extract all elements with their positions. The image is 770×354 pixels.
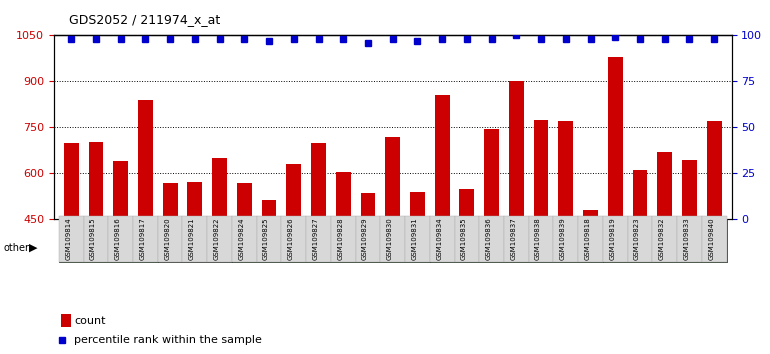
Bar xyxy=(658,152,672,354)
Text: GSM109832: GSM109832 xyxy=(658,218,665,260)
Bar xyxy=(61,314,71,327)
Text: GSM109826: GSM109826 xyxy=(288,218,294,260)
Text: GSM109818: GSM109818 xyxy=(584,218,591,260)
FancyBboxPatch shape xyxy=(529,216,554,262)
FancyBboxPatch shape xyxy=(677,216,701,262)
FancyBboxPatch shape xyxy=(405,216,430,262)
Bar xyxy=(138,100,152,354)
Text: ▶: ▶ xyxy=(29,243,38,253)
Bar xyxy=(213,158,227,354)
Bar xyxy=(286,164,301,354)
FancyBboxPatch shape xyxy=(430,219,603,262)
Text: GSM109828: GSM109828 xyxy=(337,218,343,260)
Text: GSM109816: GSM109816 xyxy=(115,218,121,260)
Text: other: other xyxy=(3,243,29,253)
Text: GSM109835: GSM109835 xyxy=(461,218,467,260)
Text: proliferative phase: proliferative phase xyxy=(65,236,151,245)
Text: GSM109817: GSM109817 xyxy=(139,218,146,260)
Text: GSM109819: GSM109819 xyxy=(609,218,615,260)
Text: GSM109814: GSM109814 xyxy=(65,218,71,260)
FancyBboxPatch shape xyxy=(109,216,133,262)
FancyBboxPatch shape xyxy=(158,219,232,262)
Bar xyxy=(558,121,573,354)
Bar xyxy=(237,183,252,354)
Text: ambiguous phase: ambiguous phase xyxy=(624,236,705,245)
Bar xyxy=(682,160,697,354)
Text: GSM109829: GSM109829 xyxy=(362,218,368,260)
Bar xyxy=(484,129,499,354)
Text: early secretory
phase: early secretory phase xyxy=(161,231,229,250)
Text: GSM109839: GSM109839 xyxy=(560,218,566,260)
Text: GSM109815: GSM109815 xyxy=(90,218,96,260)
Text: GSM109827: GSM109827 xyxy=(313,218,319,260)
FancyBboxPatch shape xyxy=(380,216,405,262)
FancyBboxPatch shape xyxy=(430,216,454,262)
FancyBboxPatch shape xyxy=(281,216,306,262)
FancyBboxPatch shape xyxy=(628,216,652,262)
FancyBboxPatch shape xyxy=(182,216,207,262)
Bar xyxy=(534,120,548,354)
Bar xyxy=(113,161,128,354)
Text: GSM109836: GSM109836 xyxy=(486,218,491,260)
Text: GSM109837: GSM109837 xyxy=(511,218,517,260)
FancyBboxPatch shape xyxy=(504,216,529,262)
Text: GSM109825: GSM109825 xyxy=(263,218,269,260)
FancyBboxPatch shape xyxy=(207,216,232,262)
Bar xyxy=(64,143,79,354)
Text: GSM109838: GSM109838 xyxy=(535,218,541,260)
FancyBboxPatch shape xyxy=(84,216,109,262)
Text: count: count xyxy=(74,316,105,326)
FancyBboxPatch shape xyxy=(232,219,430,262)
Text: GSM109833: GSM109833 xyxy=(684,218,689,260)
Text: GSM109831: GSM109831 xyxy=(411,218,417,260)
FancyBboxPatch shape xyxy=(232,216,256,262)
Bar xyxy=(162,183,178,354)
Text: GDS2052 / 211974_x_at: GDS2052 / 211974_x_at xyxy=(69,13,220,26)
Bar xyxy=(633,170,648,354)
Bar xyxy=(608,57,623,354)
Text: GSM109822: GSM109822 xyxy=(213,218,219,260)
Bar xyxy=(187,182,203,354)
FancyBboxPatch shape xyxy=(479,216,504,262)
Text: GSM109824: GSM109824 xyxy=(239,218,244,260)
Bar xyxy=(583,210,598,354)
FancyBboxPatch shape xyxy=(554,216,578,262)
FancyBboxPatch shape xyxy=(603,216,628,262)
FancyBboxPatch shape xyxy=(306,216,331,262)
FancyBboxPatch shape xyxy=(133,216,158,262)
FancyBboxPatch shape xyxy=(59,216,84,262)
Bar xyxy=(410,192,425,354)
Bar xyxy=(89,142,103,354)
Bar xyxy=(460,189,474,354)
FancyBboxPatch shape xyxy=(701,216,727,262)
Text: GSM109840: GSM109840 xyxy=(708,218,715,260)
Bar xyxy=(336,172,350,354)
Bar xyxy=(707,121,721,354)
FancyBboxPatch shape xyxy=(454,216,479,262)
Text: percentile rank within the sample: percentile rank within the sample xyxy=(74,335,262,345)
Text: GSM109820: GSM109820 xyxy=(164,218,170,260)
Text: GSM109830: GSM109830 xyxy=(387,218,393,260)
Bar xyxy=(262,200,276,354)
FancyBboxPatch shape xyxy=(59,219,158,262)
Bar xyxy=(311,143,326,354)
Text: mid secretory phase: mid secretory phase xyxy=(284,236,377,245)
Text: GSM109823: GSM109823 xyxy=(634,218,640,260)
Text: GSM109834: GSM109834 xyxy=(436,218,442,260)
FancyBboxPatch shape xyxy=(356,216,380,262)
FancyBboxPatch shape xyxy=(158,216,182,262)
Bar xyxy=(385,137,400,354)
Text: late secretory phase: late secretory phase xyxy=(470,236,563,245)
FancyBboxPatch shape xyxy=(578,216,603,262)
Text: GSM109821: GSM109821 xyxy=(189,218,195,260)
Bar xyxy=(509,81,524,354)
FancyBboxPatch shape xyxy=(256,216,281,262)
FancyBboxPatch shape xyxy=(603,219,727,262)
FancyBboxPatch shape xyxy=(652,216,677,262)
Bar xyxy=(435,95,450,354)
FancyBboxPatch shape xyxy=(331,216,356,262)
Bar xyxy=(360,193,376,354)
